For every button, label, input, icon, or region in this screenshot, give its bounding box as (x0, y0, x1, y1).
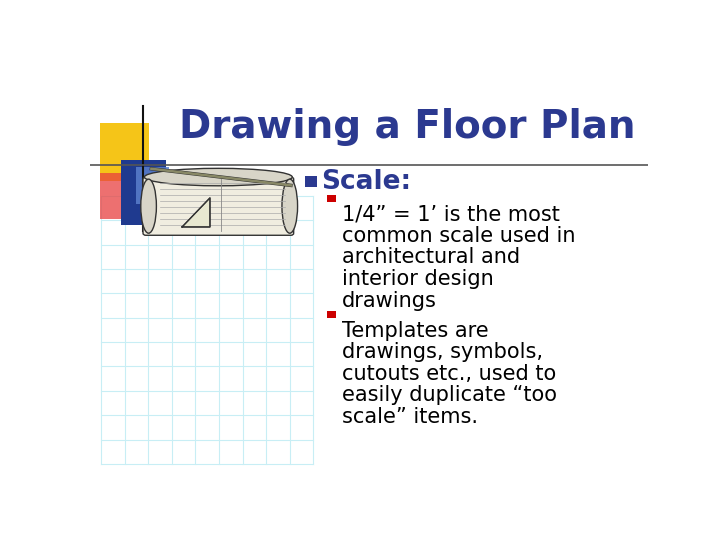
FancyBboxPatch shape (143, 177, 294, 235)
Bar (136, 167, 169, 204)
Ellipse shape (282, 179, 297, 233)
Text: easily duplicate “too: easily duplicate “too (342, 386, 557, 406)
Text: Templates are: Templates are (342, 321, 489, 341)
Bar (100, 173, 140, 219)
Bar (305, 176, 317, 187)
Text: common scale used in: common scale used in (342, 226, 576, 246)
Text: Scale:: Scale: (322, 168, 412, 194)
Text: scale” items.: scale” items. (342, 407, 478, 427)
Text: interior design: interior design (342, 269, 494, 289)
Polygon shape (182, 198, 210, 227)
Text: drawings: drawings (342, 291, 437, 310)
Text: 1/4” = 1’ is the most: 1/4” = 1’ is the most (342, 204, 560, 224)
Bar (100, 123, 149, 181)
Bar (327, 311, 336, 319)
Ellipse shape (145, 168, 292, 186)
Bar (327, 194, 336, 202)
Text: architectural and: architectural and (342, 247, 521, 267)
Ellipse shape (141, 179, 156, 233)
Text: Drawing a Floor Plan: Drawing a Floor Plan (179, 108, 636, 146)
Text: drawings, symbols,: drawings, symbols, (342, 342, 543, 362)
Bar (121, 160, 166, 225)
Text: cutouts etc., used to: cutouts etc., used to (342, 364, 557, 384)
